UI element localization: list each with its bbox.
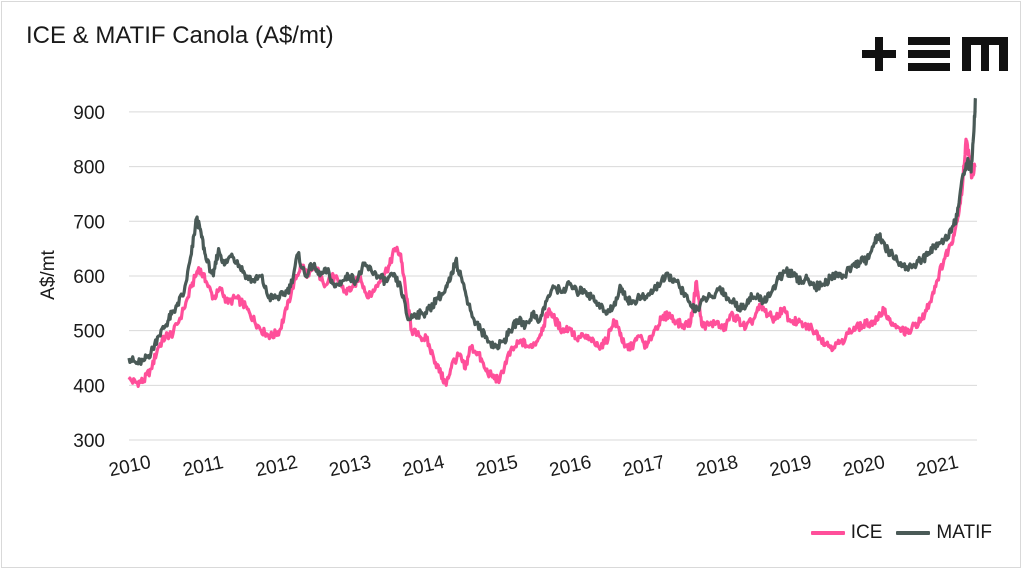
x-tick-label: 2016 [548,452,594,481]
chart-title: ICE & MATIF Canola (A$/mt) [26,22,334,49]
y-tick-label: 900 [73,103,105,124]
legend: ICE MATIF [797,522,992,544]
series-line-matif [127,97,978,366]
y-tick-label: 300 [73,431,105,452]
x-tick-label: 2015 [474,452,520,481]
x-tick-label: 2021 [915,452,961,481]
legend-swatch-matif [896,531,931,535]
y-tick-label: 500 [73,322,105,343]
x-tick-label: 2011 [181,452,225,481]
tem-logo [862,37,1008,71]
x-tick-label: 2020 [841,452,887,481]
legend-label-ice: ICE [850,522,883,543]
y-axis-label: A$/mt [38,249,59,299]
x-tick-label: 2012 [254,452,300,481]
y-tick-label: 600 [73,267,105,288]
x-tick-label: 2014 [401,452,447,481]
legend-item-ice: ICE [810,522,883,544]
series-line-ice [127,137,977,388]
x-tick-label: 2019 [768,452,814,481]
x-tick-label: 2010 [107,452,153,481]
legend-item-matif: MATIF [896,522,992,544]
y-tick-label: 800 [73,158,105,179]
x-tick-label: 2018 [694,452,740,481]
line-chart: 300 400 500 600 700 800 900 2010 2011 2012 2013 20… [38,97,978,481]
x-tick-label: 2017 [621,452,667,481]
legend-label-matif: MATIF [936,522,992,543]
x-tick-label: 2013 [327,452,373,481]
y-tick-label: 400 [73,376,105,397]
legend-swatch-ice [810,531,845,535]
y-tick-label: 700 [73,212,105,233]
